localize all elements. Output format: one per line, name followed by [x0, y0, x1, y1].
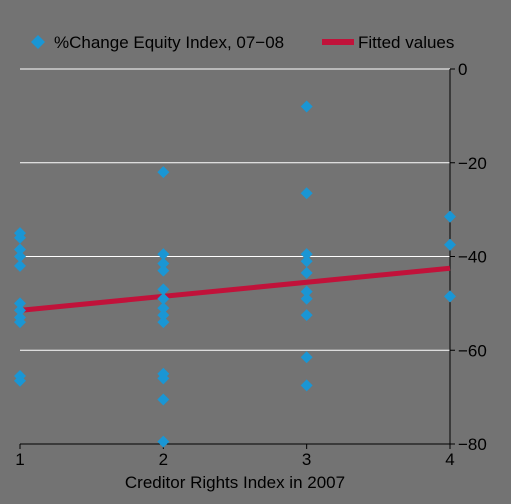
point-layer [14, 100, 456, 448]
legend-label-scatter: %Change Equity Index, 07−08 [54, 33, 284, 52]
scatter-point [157, 393, 170, 406]
scatter-point [300, 100, 313, 113]
scatter-point [157, 283, 170, 296]
scatter-point [14, 304, 26, 317]
scatter-point [300, 351, 313, 364]
scatter-point [157, 435, 170, 448]
scatter-point [157, 166, 170, 179]
scatter-point [300, 309, 313, 322]
x-tick-label: 4 [445, 450, 454, 469]
scatter-point [300, 187, 313, 200]
scatter-point [157, 316, 170, 329]
scatter-point [300, 248, 313, 261]
scatter-point [444, 210, 456, 223]
scatter-point [300, 255, 313, 268]
y-tick-label: −20 [458, 154, 487, 173]
scatter-point [300, 379, 313, 392]
legend-scatter-marker [31, 35, 45, 49]
scatter-point [14, 250, 26, 263]
axis-layer: 0 −20 −40 −60 −80 1 2 3 4 Creditor Rights Index i… [15, 60, 487, 492]
y-tick-label: −60 [458, 341, 487, 360]
x-tick-label: 3 [302, 450, 311, 469]
scatter-point [14, 316, 26, 329]
fitted-values-line [19, 265, 451, 313]
scatter-point [300, 292, 313, 305]
scatter-point [14, 231, 26, 244]
y-tick-label: −40 [458, 248, 487, 267]
x-axis-title: Creditor Rights Index in 2007 [125, 473, 345, 492]
grid-layer [20, 68, 450, 445]
fitted-line-layer [19, 265, 451, 313]
scatter-point [444, 238, 456, 251]
scatter-point [300, 266, 313, 279]
legend: %Change Equity Index, 07−08 Fitted values [31, 33, 454, 52]
scatter-point [157, 302, 170, 315]
scatter-point [157, 248, 170, 261]
scatter-point [157, 309, 170, 322]
scatter-point [157, 372, 170, 385]
y-tick-label: −80 [458, 435, 487, 454]
legend-line-swatch [322, 39, 354, 45]
x-tick-label: 1 [15, 450, 24, 469]
scatter-point [157, 292, 170, 305]
scatter-point [300, 285, 313, 298]
legend-label-fitted: Fitted values [358, 33, 454, 52]
scatter-point [157, 264, 170, 277]
scatter-point [444, 290, 456, 303]
y-tick-label: 0 [458, 60, 467, 79]
scatter-point [14, 243, 26, 256]
scatter-point [14, 374, 26, 387]
scatter-point [14, 259, 26, 272]
x-tick-label: 2 [159, 450, 168, 469]
scatter-point [157, 257, 170, 270]
scatter-point [14, 297, 26, 310]
